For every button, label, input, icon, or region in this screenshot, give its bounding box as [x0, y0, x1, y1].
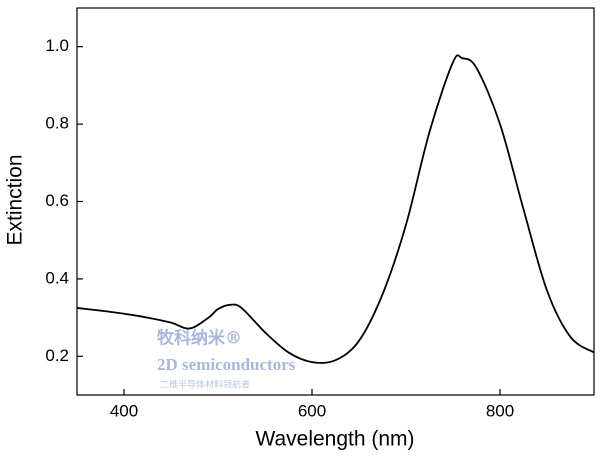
y-tick-label: 0.6: [45, 191, 69, 210]
x-tick-label: 600: [298, 401, 326, 420]
watermark-slogan: 二维半导体材料领航者: [160, 379, 250, 391]
x-axis-title: Wavelength (nm): [255, 428, 414, 451]
spectrum-line: [76, 54, 595, 364]
y-tick-label: 0.8: [45, 114, 69, 133]
x-tick-label: 800: [486, 401, 514, 420]
y-tick-label: 1.0: [45, 36, 69, 55]
y-axis-title: Extinction: [4, 154, 27, 245]
plot-frame: [76, 7, 595, 396]
y-tick-label: 0.4: [45, 268, 69, 287]
x-tick-label: 400: [110, 401, 138, 420]
watermark-text: 2D semiconductors: [157, 355, 296, 374]
y-tick-label: 0.2: [45, 346, 69, 365]
watermark-brand: 牧科纳米®: [157, 328, 242, 349]
